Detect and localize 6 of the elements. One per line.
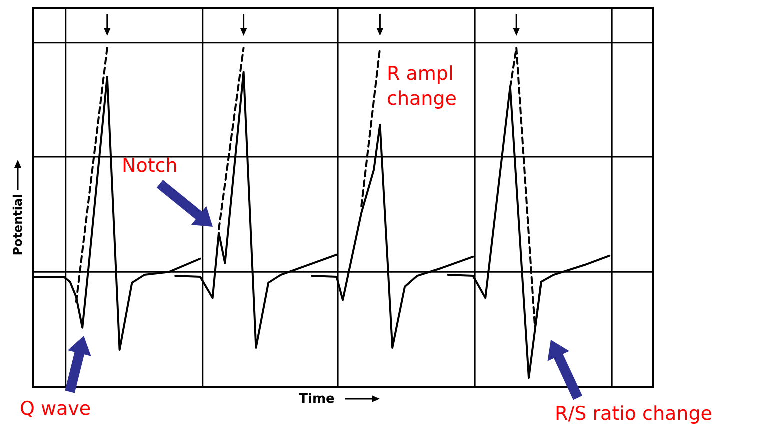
annotation: R ampl change: [387, 63, 457, 110]
x-axis-title: Time: [299, 392, 336, 407]
text: Q wave: [20, 398, 92, 420]
annotation: Notch: [122, 155, 178, 177]
y-axis-title: Potential: [11, 194, 25, 256]
text: R/S ratio change: [555, 403, 712, 425]
